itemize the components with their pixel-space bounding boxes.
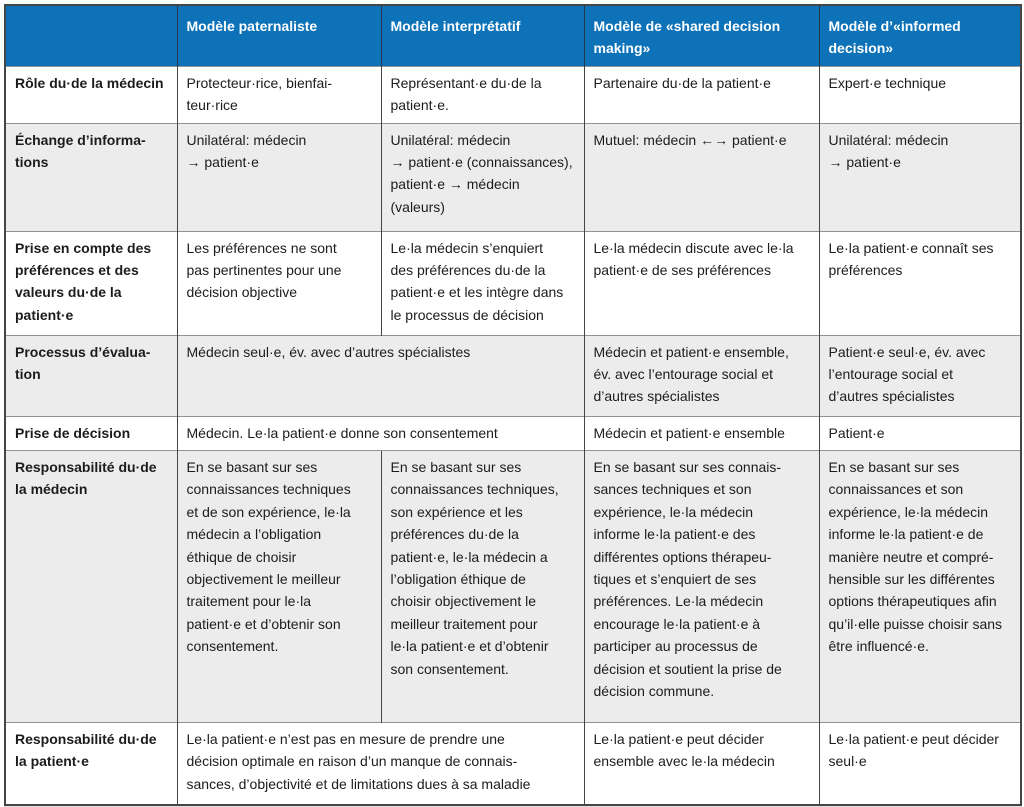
table-cell: Unilatéral: médecin → patient·e (176, 122, 381, 232)
table-cell: Mutuel: médecin ←→ patient·e (583, 122, 819, 232)
table-cell: En se basant sur ses connais- sances tec… (583, 450, 819, 723)
col-header-paternaliste: Modèle paternaliste (176, 5, 381, 67)
row-header-processus-evaluation: Processus d’évalua- tion (5, 334, 177, 417)
table-cell-merged: Médecin seul·e, év. avec d’autres spécia… (176, 334, 584, 417)
table-cell: Médecin et patient·e ensemble, év. avec … (583, 334, 819, 417)
row-header-prise-de-decision: Prise de décision (5, 415, 177, 451)
table-row-responsabilite-medecin: Responsabilité du·de la médecin En se ba… (5, 450, 1021, 723)
table-cell: Le·la médecin s’enquiert des préférences… (380, 230, 584, 336)
table-body: Rôle du·de la médecin Protecteur·rice, b… (5, 65, 1021, 805)
decision-models-comparison-table: Modèle paternaliste Modèle interprétatif… (4, 4, 1022, 806)
col-header-shared-decision: Modèle de «shared decision making» (583, 5, 819, 67)
table-cell: Unilatéral: médecin → patient·e (818, 122, 1021, 232)
table-cell: Représentant·e du·de la patient·e. (380, 65, 584, 124)
table-cell-merged: Médecin. Le·la patient·e donne son conse… (176, 415, 584, 451)
row-header-responsabilite-medecin: Responsabilité du·de la médecin (5, 450, 177, 723)
table-cell: Partenaire du·de la patient·e (583, 65, 819, 124)
corner-cell (5, 5, 177, 67)
row-header-preferences-valeurs: Prise en compte des préférences et des v… (5, 230, 177, 336)
table-row-role-medecin: Rôle du·de la médecin Protecteur·rice, b… (5, 65, 1021, 124)
table-cell-merged: Le·la patient·e n’est pas en mesure de p… (176, 722, 584, 805)
table-cell: En se basant sur ses connaissances techn… (380, 450, 584, 723)
table-row-echange-informations: Échange d’informa- tions Unilatéral: méd… (5, 122, 1021, 232)
table-cell: Médecin et patient·e ensemble (583, 415, 819, 451)
col-header-interpretatif: Modèle interprétatif (380, 5, 584, 67)
table-cell: En se basant sur ses connaissances techn… (176, 450, 381, 723)
row-header-role-medecin: Rôle du·de la médecin (5, 65, 177, 124)
table-cell: Protecteur·rice, bienfai- teur·rice (176, 65, 381, 124)
table-cell: Le·la patient·e peut décider ensemble av… (583, 722, 819, 805)
table-row-prise-de-decision: Prise de décision Médecin. Le·la patient… (5, 415, 1021, 451)
row-header-echange-informations: Échange d’informa- tions (5, 122, 177, 232)
table-row-processus-evaluation: Processus d’évalua- tion Médecin seul·e,… (5, 334, 1021, 417)
table-cell: Les préférences ne sont pas pertinentes … (176, 230, 381, 336)
table-cell: Le·la patient·e connaît ses préférences (818, 230, 1021, 336)
table-cell: Le·la patient·e peut décider seul·e (818, 722, 1021, 805)
table-cell: Unilatéral: médecin → patient·e (connais… (380, 122, 584, 232)
table-header: Modèle paternaliste Modèle interprétatif… (5, 5, 1021, 67)
row-header-responsabilite-patient: Responsabilité du·de la patient·e (5, 722, 177, 805)
table-row-responsabilite-patient: Responsabilité du·de la patient·e Le·la … (5, 722, 1021, 805)
table-cell: Patient·e (818, 415, 1021, 451)
col-header-informed-decision: Modèle d’«informed decision» (818, 5, 1021, 67)
header-row: Modèle paternaliste Modèle interprétatif… (5, 5, 1021, 67)
table-cell: Expert·e technique (818, 65, 1021, 124)
table-row-prise-en-compte-preferences: Prise en compte des préférences et des v… (5, 230, 1021, 336)
table-cell: En se basant sur ses connaissances et so… (818, 450, 1021, 723)
table-cell: Patient·e seul·e, év. avec l’entourage s… (818, 334, 1021, 417)
table-cell: Le·la médecin discute avec le·la patient… (583, 230, 819, 336)
